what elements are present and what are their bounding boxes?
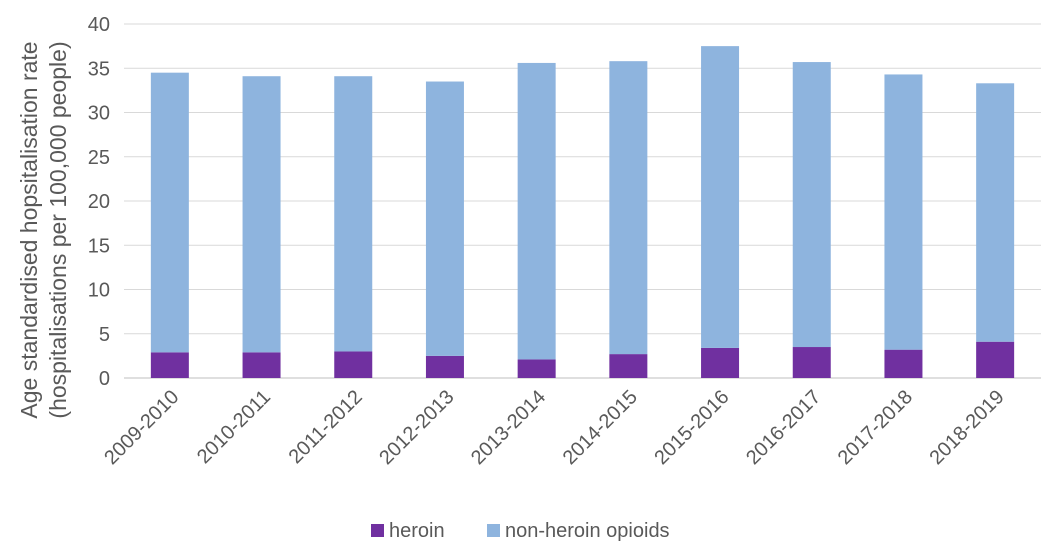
legend: heroin non-heroin opioids xyxy=(371,520,670,542)
bar-non-heroin-opioids xyxy=(517,62,556,360)
y-tick-label: 15 xyxy=(88,235,110,257)
y-tick-label: 40 xyxy=(88,14,110,36)
bar-non-heroin-opioids xyxy=(242,76,281,353)
bar-heroin xyxy=(150,352,189,378)
y-tick-label: 0 xyxy=(99,368,110,390)
legend-swatch-non-heroin-opioids xyxy=(487,524,500,537)
y-tick-label: 25 xyxy=(88,147,110,169)
y-axis-ticks: 0 5 10 15 20 25 30 35 40 xyxy=(88,14,110,390)
x-axis-ticks: 2009-2010 2010-2011 2011-2012 2012-2013 2013… xyxy=(100,386,1008,469)
y-axis-label: Age standardised hopsitalisation rate (h… xyxy=(16,41,71,418)
x-tick-label: 2018-2019 xyxy=(925,386,1008,469)
bars xyxy=(150,46,1015,378)
bar-non-heroin-opioids xyxy=(792,62,831,348)
y-tick-label: 30 xyxy=(88,103,110,125)
bar-heroin xyxy=(976,341,1015,378)
x-tick-label: 2016-2017 xyxy=(742,386,825,469)
x-tick-label: 2013-2014 xyxy=(467,386,550,469)
y-axis-label-line-1: Age standardised hopsitalisation rate xyxy=(16,41,42,418)
x-tick-label: 2014-2015 xyxy=(559,386,642,469)
x-tick-label: 2009-2010 xyxy=(100,386,183,469)
y-tick-label: 20 xyxy=(88,191,110,213)
bar-non-heroin-opioids xyxy=(884,74,923,350)
bar-non-heroin-opioids xyxy=(425,81,464,356)
bar-non-heroin-opioids xyxy=(701,46,740,348)
bar-heroin xyxy=(517,359,556,378)
legend-swatch-heroin xyxy=(371,524,384,537)
bar-non-heroin-opioids xyxy=(150,72,189,353)
bar-heroin xyxy=(792,347,831,378)
x-tick-label: 2015-2016 xyxy=(650,386,733,469)
legend-label-heroin: heroin xyxy=(389,520,445,542)
x-tick-label: 2010-2011 xyxy=(193,386,275,468)
x-tick-label: 2017-2018 xyxy=(834,386,917,469)
y-tick-label: 5 xyxy=(99,324,110,346)
x-tick-label: 2012-2013 xyxy=(375,386,458,469)
bar-heroin xyxy=(884,349,923,378)
bar-non-heroin-opioids xyxy=(334,76,373,352)
bar-heroin xyxy=(701,347,740,378)
bar-heroin xyxy=(334,351,373,378)
bar-non-heroin-opioids xyxy=(609,61,648,355)
x-tick-label: 2011-2012 xyxy=(285,386,367,468)
bar-non-heroin-opioids xyxy=(976,83,1015,342)
y-tick-label: 35 xyxy=(88,58,110,80)
bar-heroin xyxy=(242,352,281,378)
bar-heroin xyxy=(425,355,464,378)
legend-label-non-heroin-opioids: non-heroin opioids xyxy=(505,520,670,542)
y-tick-label: 10 xyxy=(88,280,110,302)
bar-heroin xyxy=(609,354,648,378)
y-axis-label-line-2: (hospitalisations per 100,000 people) xyxy=(45,41,71,418)
